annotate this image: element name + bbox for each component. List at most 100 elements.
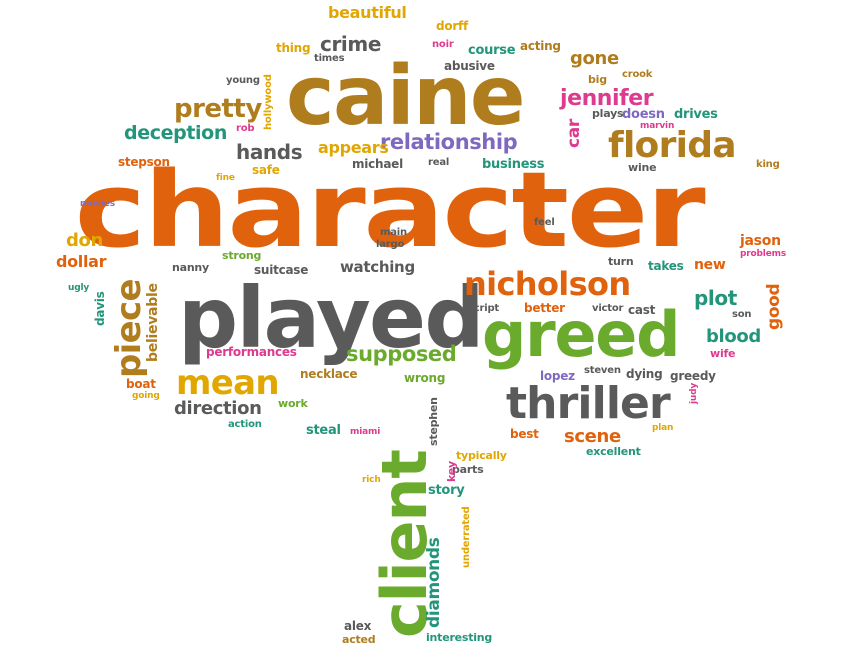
word-acting: acting bbox=[520, 39, 561, 53]
word-played: played bbox=[178, 269, 484, 367]
word-movies: movies bbox=[80, 199, 115, 209]
word-jennifer: jennifer bbox=[560, 86, 654, 111]
word-underrated: underrated bbox=[461, 506, 472, 568]
word-crime: crime bbox=[320, 32, 381, 56]
word-going: going bbox=[132, 391, 160, 401]
word-young: young bbox=[226, 75, 260, 86]
word-crook: crook bbox=[622, 69, 653, 80]
word-plot: plot bbox=[694, 286, 737, 310]
word-greedy: greedy bbox=[670, 369, 716, 383]
word-course: course bbox=[468, 43, 516, 58]
word-hands: hands bbox=[236, 140, 303, 164]
word-stephen: stephen bbox=[427, 397, 440, 446]
word-scene: scene bbox=[564, 426, 621, 447]
word-steal: steal bbox=[306, 423, 341, 438]
word-character: character bbox=[74, 149, 706, 271]
word-gone: gone bbox=[570, 48, 619, 69]
word-watching: watching bbox=[340, 258, 415, 276]
word-marvin: marvin bbox=[640, 121, 675, 131]
word-business: business bbox=[482, 157, 545, 172]
word-stepson: stepson bbox=[118, 155, 170, 169]
word-judy: judy bbox=[689, 382, 699, 404]
word-davis: davis bbox=[93, 291, 107, 326]
word-fine: fine bbox=[216, 173, 235, 183]
word-direction: direction bbox=[174, 398, 262, 419]
word-piece: piece bbox=[109, 279, 149, 378]
word-lopez: lopez bbox=[540, 369, 575, 383]
word-excellent: excellent bbox=[586, 445, 641, 458]
word-dollar: dollar bbox=[56, 252, 107, 271]
word-plays: plays bbox=[592, 107, 624, 120]
word-son: son bbox=[732, 309, 752, 320]
word-dying: dying bbox=[626, 367, 663, 381]
word-drives: drives bbox=[674, 107, 718, 122]
word-suitcase: suitcase bbox=[254, 263, 309, 277]
word-wife: wife bbox=[710, 347, 736, 360]
word-strong: strong bbox=[222, 249, 262, 262]
word-florida: florida bbox=[608, 125, 737, 166]
word-relationship: relationship bbox=[380, 130, 518, 154]
word-good: good bbox=[764, 283, 784, 330]
word-cast: cast bbox=[628, 303, 656, 317]
word-plan: plan bbox=[652, 423, 674, 433]
word-turn: turn bbox=[608, 255, 634, 268]
word-don: don bbox=[66, 230, 103, 251]
word-jason: jason bbox=[740, 233, 781, 249]
word-key: key bbox=[445, 461, 458, 482]
word-typically: typically bbox=[456, 449, 507, 462]
word-largo: largo bbox=[376, 239, 405, 250]
word-rich: rich bbox=[362, 475, 381, 485]
word-greed: greed bbox=[482, 298, 680, 371]
word-real: real bbox=[428, 157, 450, 168]
word-better: better bbox=[524, 301, 565, 315]
word-caine: caine bbox=[286, 49, 525, 144]
word-victor: victor bbox=[592, 303, 624, 314]
word-beautiful: beautiful bbox=[328, 3, 407, 22]
word-story: story bbox=[428, 483, 465, 498]
word-thing: thing bbox=[276, 41, 311, 55]
word-necklace: necklace bbox=[300, 367, 358, 381]
word-hollywood: hollywood bbox=[263, 74, 274, 130]
word-king: king bbox=[756, 159, 780, 170]
word-acted: acted bbox=[342, 633, 376, 646]
word-mean: mean bbox=[176, 363, 280, 403]
word-nicholson: nicholson bbox=[464, 265, 631, 303]
word-work: work bbox=[278, 397, 308, 410]
word-alex: alex bbox=[344, 619, 372, 633]
word-safe: safe bbox=[252, 163, 280, 177]
word-wine: wine bbox=[628, 161, 657, 174]
word-performances: performances bbox=[206, 345, 297, 359]
word-appears: appears bbox=[318, 138, 389, 157]
word-new: new bbox=[694, 257, 726, 273]
word-nanny: nanny bbox=[172, 261, 209, 274]
word-car: car bbox=[564, 119, 584, 148]
word-feel: feel bbox=[534, 217, 555, 228]
word-michael: michael bbox=[352, 157, 403, 171]
word-interesting: interesting bbox=[426, 631, 493, 644]
word-takes: takes bbox=[648, 259, 684, 273]
word-ugly: ugly bbox=[68, 283, 90, 293]
word-times: times bbox=[314, 53, 345, 64]
word-miami: miami bbox=[350, 427, 381, 437]
word-abusive: abusive bbox=[444, 59, 495, 73]
word-noir: noir bbox=[432, 39, 454, 50]
word-parts: parts bbox=[452, 463, 484, 476]
word-thriller: thriller bbox=[506, 378, 671, 429]
word-rob: rob bbox=[236, 123, 255, 134]
word-diamonds: diamonds bbox=[424, 537, 444, 628]
word-action: action bbox=[228, 419, 262, 430]
word-boat: boat bbox=[126, 377, 156, 391]
word-deception: deception bbox=[124, 122, 227, 144]
word-best: best bbox=[510, 427, 539, 441]
word-big: big bbox=[588, 73, 607, 86]
word-dorff: dorff bbox=[436, 19, 468, 33]
word-steven: steven bbox=[584, 365, 621, 376]
word-pretty: pretty bbox=[174, 94, 262, 124]
word-doesn: doesn bbox=[622, 107, 665, 122]
word-script: script bbox=[468, 303, 499, 314]
word-problems: problems bbox=[740, 249, 786, 259]
word-supposed: supposed bbox=[346, 342, 457, 366]
word-blood: blood bbox=[706, 326, 761, 347]
word-believable: believable bbox=[145, 283, 161, 362]
